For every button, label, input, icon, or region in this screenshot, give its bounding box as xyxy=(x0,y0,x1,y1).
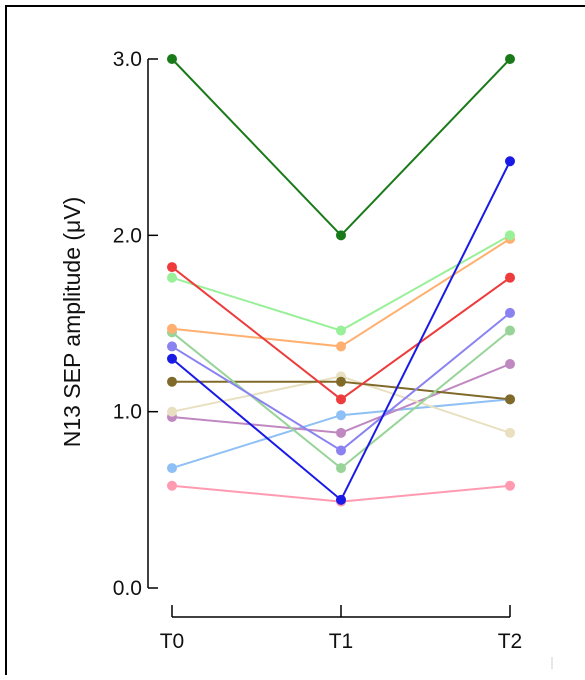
data-point xyxy=(336,445,346,456)
data-point xyxy=(336,325,346,336)
data-point xyxy=(167,262,177,273)
x-tick-label: T1 xyxy=(329,630,354,653)
data-point xyxy=(336,341,346,352)
data-point xyxy=(505,394,515,405)
x-tick-label: T2 xyxy=(498,630,523,653)
data-point xyxy=(505,307,515,318)
data-point xyxy=(505,272,515,283)
data-point xyxy=(336,410,346,421)
data-point xyxy=(505,359,515,370)
data-point xyxy=(167,54,177,64)
data-point xyxy=(505,156,515,167)
data-point xyxy=(167,376,177,387)
data-point xyxy=(336,494,346,505)
y-tick-label: 2.0 xyxy=(113,224,142,247)
data-point xyxy=(167,272,177,283)
data-point xyxy=(167,480,177,491)
data-point xyxy=(336,463,346,474)
data-point xyxy=(505,325,515,336)
data-point xyxy=(505,230,515,241)
y-tick-label: 1.0 xyxy=(113,401,142,424)
axes: 0.0 1.0 2.0 3.0 T0 T1 T2 xyxy=(113,48,522,653)
data-point xyxy=(336,376,346,387)
series-points xyxy=(167,54,515,507)
series-line xyxy=(171,58,511,237)
y-tick-label: 3.0 xyxy=(113,48,142,71)
data-point xyxy=(336,230,346,241)
data-point xyxy=(167,463,177,474)
data-point xyxy=(505,54,515,64)
data-point xyxy=(167,323,177,334)
data-point xyxy=(167,406,177,417)
data-point xyxy=(336,427,346,438)
data-point xyxy=(505,480,515,491)
data-point xyxy=(505,427,515,438)
y-axis-title: N13 SEP amplitude (μV) xyxy=(59,197,85,448)
data-point xyxy=(336,394,346,405)
data-point xyxy=(167,341,177,352)
series-line xyxy=(171,234,511,332)
data-point xyxy=(167,353,177,364)
y-tick-label: 0.0 xyxy=(113,577,142,600)
chart-border xyxy=(5,5,585,680)
x-tick-label: T0 xyxy=(160,630,185,653)
